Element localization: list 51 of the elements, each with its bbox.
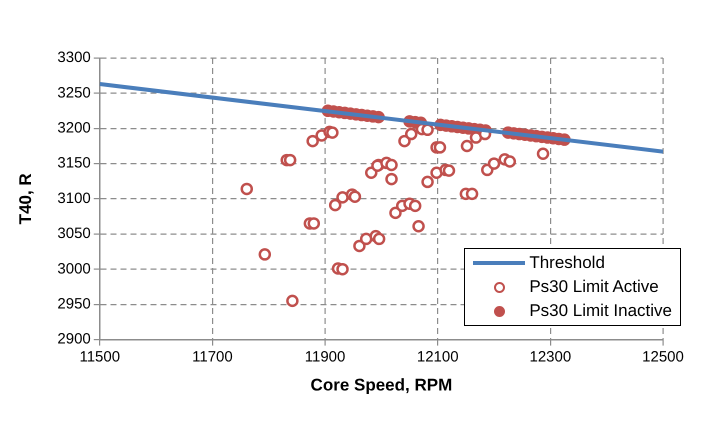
- point: [466, 188, 478, 200]
- point: [326, 126, 339, 139]
- point: [412, 220, 425, 233]
- point: [306, 134, 319, 148]
- point: [348, 190, 362, 203]
- point: [460, 140, 474, 152]
- point: [372, 232, 386, 246]
- point: [504, 155, 516, 168]
- x-tick-label: 12300: [529, 348, 572, 366]
- point: [286, 294, 299, 308]
- point: [385, 172, 398, 186]
- x-tick-label: 11900: [304, 348, 346, 366]
- point: [360, 232, 372, 246]
- y-tick-label: 2950: [57, 296, 91, 313]
- y-tick-label: 3000: [57, 260, 91, 278]
- point: [421, 176, 434, 188]
- point: [430, 166, 443, 179]
- point: [258, 248, 272, 261]
- y-axis-title: T40, R: [16, 173, 35, 224]
- point: [404, 128, 418, 140]
- point: [421, 124, 434, 136]
- x-tick-label: 12100: [416, 348, 459, 366]
- legend-label: Ps30 Limit Active: [529, 277, 659, 297]
- legend-label: Threshold: [529, 253, 605, 273]
- x-axis-title: Core Speed, RPM: [310, 375, 452, 394]
- x-tick-label: 11500: [79, 348, 120, 366]
- point: [398, 134, 411, 148]
- x-tick-label: 12500: [642, 348, 684, 366]
- y-tick-label: 3050: [57, 225, 91, 242]
- y-tick-label: 3250: [57, 84, 91, 102]
- point: [328, 198, 342, 212]
- y-tick-label: 3200: [57, 120, 91, 137]
- y-tick-label: 3300: [57, 49, 91, 66]
- point: [385, 158, 398, 172]
- y-tick-label: 3150: [57, 154, 91, 172]
- point: [353, 240, 366, 252]
- point: [284, 154, 296, 166]
- point: [336, 262, 349, 276]
- point: [389, 206, 402, 220]
- point: [434, 141, 446, 154]
- point: [336, 191, 349, 204]
- legend-label: Ps30 Limit Inactive: [529, 301, 672, 321]
- point: [408, 200, 422, 212]
- x-tick-label: 11700: [192, 348, 233, 366]
- point: [442, 164, 456, 177]
- point: [240, 182, 254, 196]
- y-tick-label: 2900: [57, 330, 91, 348]
- y-tick-label: 3100: [57, 190, 91, 207]
- point: [308, 217, 320, 230]
- point: [536, 147, 550, 160]
- point: [488, 157, 500, 170]
